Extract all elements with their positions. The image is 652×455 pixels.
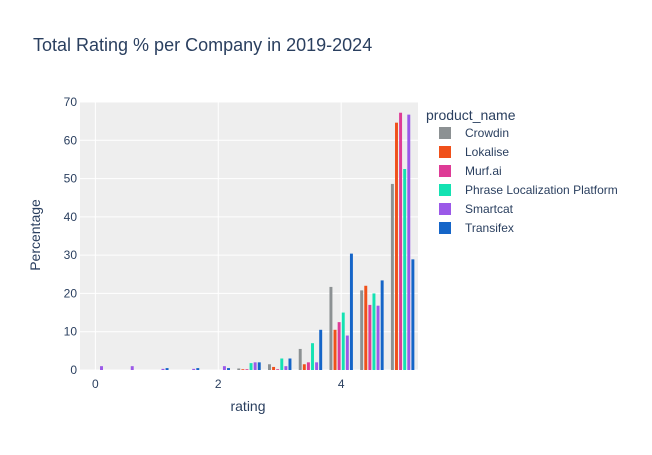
bar-transifex[interactable]	[411, 259, 415, 370]
y-tick-label: 40	[64, 210, 78, 224]
bar-phrase-localization-platform[interactable]	[403, 169, 407, 370]
legend-swatch	[439, 222, 451, 234]
bar-smartcat[interactable]	[222, 366, 226, 370]
x-axis-title: rating	[230, 398, 265, 414]
bar-murf-ai[interactable]	[368, 304, 372, 370]
bar-transifex[interactable]	[196, 368, 200, 370]
bar-smartcat[interactable]	[315, 362, 319, 370]
bar-smartcat[interactable]	[376, 305, 380, 370]
bar-phrase-localization-platform[interactable]	[249, 363, 253, 370]
legend-swatch	[439, 146, 451, 158]
bar-phrase-localization-platform[interactable]	[311, 343, 314, 370]
plot-area	[80, 102, 418, 370]
legend-swatch	[439, 184, 451, 196]
legend[interactable]: product_name Crowdin Lokalise Murf.ai Phras…	[426, 107, 618, 235]
legend-label: Crowdin	[465, 126, 509, 140]
bar-transifex[interactable]	[257, 362, 261, 370]
y-tick-label: 30	[64, 248, 78, 262]
bar-crowdin[interactable]	[329, 286, 333, 370]
bar-lokalise[interactable]	[302, 364, 306, 370]
bar-smartcat[interactable]	[161, 368, 165, 370]
legend-swatch	[439, 203, 451, 215]
y-tick-label: 20	[64, 286, 78, 300]
legend-item[interactable]: Smartcat	[439, 202, 514, 216]
legend-label: Murf.ai	[465, 164, 502, 178]
bar-murf-ai[interactable]	[245, 369, 249, 370]
bar-phrase-localization-platform[interactable]	[372, 293, 376, 370]
bar-phrase-localization-platform[interactable]	[341, 312, 345, 370]
gridlines	[80, 101, 418, 371]
bar-crowdin[interactable]	[360, 290, 364, 370]
bars	[100, 112, 415, 370]
y-tick-label: 60	[64, 133, 78, 147]
legend-swatch	[439, 127, 451, 139]
y-tick-label: 10	[64, 325, 78, 339]
bar-crowdin[interactable]	[390, 183, 394, 370]
legend-label: Transifex	[465, 221, 514, 235]
bar-lokalise[interactable]	[395, 122, 398, 370]
x-tick-label: 0	[92, 377, 99, 391]
bar-smartcat[interactable]	[100, 366, 103, 370]
y-tick-label: 50	[64, 172, 78, 186]
x-axis-ticks: 0 2 4	[92, 377, 345, 391]
legend-label: Smartcat	[465, 202, 514, 216]
bar-phrase-localization-platform[interactable]	[280, 358, 284, 370]
bar-transifex[interactable]	[288, 358, 292, 370]
bar-murf-ai[interactable]	[306, 362, 310, 370]
bar-smartcat[interactable]	[284, 366, 288, 370]
bar-crowdin[interactable]	[237, 368, 241, 370]
bar-murf-ai[interactable]	[337, 322, 341, 370]
legend-swatch	[439, 165, 451, 177]
legend-item[interactable]: Phrase Localization Platform	[439, 183, 618, 197]
bar-smartcat[interactable]	[345, 335, 349, 370]
bar-transifex[interactable]	[227, 368, 230, 370]
bar-murf-ai[interactable]	[276, 369, 280, 370]
bar-smartcat[interactable]	[130, 366, 134, 370]
y-tick-label: 0	[70, 363, 77, 377]
legend-item[interactable]: Crowdin	[439, 126, 509, 140]
x-tick-label: 4	[338, 377, 345, 391]
legend-title: product_name	[426, 107, 516, 123]
bar-lokalise[interactable]	[333, 329, 337, 370]
bar-transifex[interactable]	[349, 253, 353, 370]
bar-crowdin[interactable]	[298, 348, 302, 370]
bar-smartcat[interactable]	[192, 368, 196, 370]
bar-transifex[interactable]	[380, 280, 384, 370]
bar-smartcat[interactable]	[407, 114, 411, 370]
y-axis-ticks: 0 10 20 30 40 50 60 70	[64, 95, 78, 377]
bar-smartcat[interactable]	[253, 362, 257, 370]
bar-murf-ai[interactable]	[399, 112, 403, 370]
bar-lokalise[interactable]	[364, 285, 368, 370]
y-axis-title: Percentage	[27, 199, 43, 271]
bar-transifex[interactable]	[165, 368, 169, 370]
bar-lokalise[interactable]	[272, 366, 276, 370]
legend-label: Phrase Localization Platform	[465, 183, 618, 197]
bar-crowdin[interactable]	[268, 364, 271, 370]
y-tick-label: 70	[64, 95, 78, 109]
bar-transifex[interactable]	[319, 329, 323, 370]
legend-item[interactable]: Transifex	[439, 221, 514, 235]
legend-item[interactable]: Murf.ai	[439, 164, 502, 178]
legend-item[interactable]: Lokalise	[439, 145, 509, 159]
bar-lokalise[interactable]	[241, 369, 245, 370]
legend-label: Lokalise	[465, 145, 509, 159]
chart-title: Total Rating % per Company in 2019-2024	[33, 35, 372, 55]
x-tick-label: 2	[215, 377, 222, 391]
